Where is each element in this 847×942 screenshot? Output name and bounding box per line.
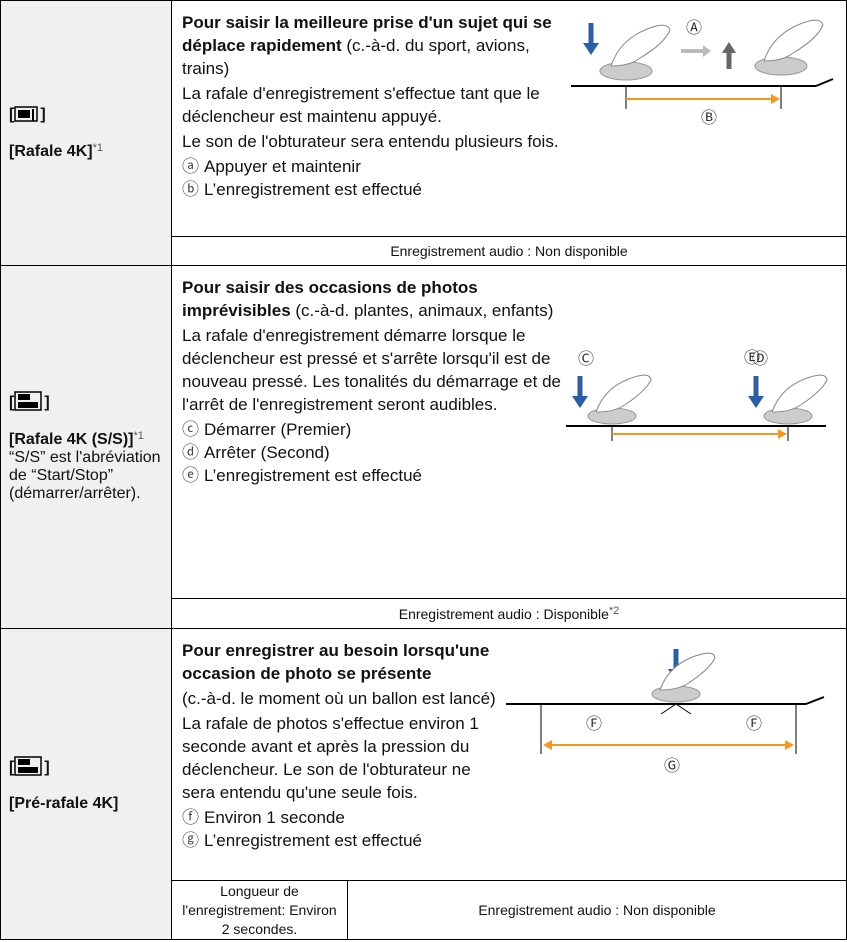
paragraph: (c.-à-d. le moment où un ballon est lanc…	[182, 689, 496, 708]
diagram-label: Ⓕ	[586, 714, 602, 733]
legend-text: L’enregistrement est effectué	[204, 831, 422, 850]
mode-name: [Pré-rafale 4K]	[9, 794, 119, 812]
icon	[14, 391, 43, 411]
diagram-label: Ⓐ	[686, 18, 702, 37]
legend-mark: ⓔ	[182, 466, 199, 485]
bracket: ]	[44, 758, 50, 776]
diagram-label: Ⓕ	[746, 714, 762, 733]
note: *1	[92, 142, 103, 154]
legend-text: Démarrer (Premier)	[204, 420, 352, 439]
legend-text: L’enregistrement est effectué	[204, 466, 422, 485]
note: *2	[608, 605, 620, 617]
mode-note: “S/S” est l'abréviation de “Start/Stop” …	[9, 449, 161, 502]
legend-text: L’enregistrement est effectué	[204, 180, 422, 199]
footer-text: Longueur de l'enregistrement: Environ 2 …	[172, 881, 348, 939]
mode-label: [] [Rafale 4K (S/S)]*1 “S/S” est l'abrév…	[0, 265, 172, 629]
paragraph: La rafale d'enregistrement s'effectue ta…	[182, 84, 540, 126]
legend-text: Environ 1 seconde	[204, 808, 345, 827]
footer: Longueur de l'enregistrement: Environ 2 …	[171, 880, 847, 940]
diagram-label: Ⓑ	[701, 108, 717, 127]
diagram: Ⓐ Ⓑ	[571, 18, 834, 127]
diagram-label: Ⓓ	[752, 349, 768, 368]
footer: Enregistrement audio : Non disponible	[171, 236, 847, 266]
title-rest: (c.-à-d. du sport, avions, trains)	[182, 36, 530, 78]
mode-name: [Rafale 4K]	[9, 143, 93, 160]
mode-name: [Rafale 4K (S/S)]	[9, 431, 134, 448]
bracket: ]	[40, 106, 46, 123]
title-rest: (c.-à-d. plantes, animaux, enfants)	[290, 301, 554, 320]
title: Pour saisir la meilleure prise d'un suje…	[182, 13, 552, 55]
footer-text: Enregistrement audio : Non disponible	[390, 243, 628, 259]
legend-mark: ⓒ	[182, 420, 199, 439]
bracket: [	[9, 758, 15, 776]
diagram: Ⓒ Ⓓ	[566, 349, 828, 441]
legend-mark: ⓓ	[182, 443, 199, 462]
note: *1	[133, 430, 144, 442]
bracket: ]	[44, 394, 50, 411]
paragraph: La rafale d'enregistrement démarre lorsq…	[182, 326, 561, 414]
legend-text: Arrêter (Second)	[204, 443, 330, 462]
description: Ⓐ Ⓑ Pour saisir la meilleure prise d'un …	[171, 0, 847, 237]
icon	[14, 755, 43, 776]
description: Ⓒ Ⓓ Pour saisir des occasions de photos …	[171, 265, 847, 599]
diagram: Ⓕ Ⓕ Ⓖ	[506, 649, 825, 775]
legend-mark: ⓑ	[182, 180, 199, 199]
footer: Enregistrement audio : Disponible*2	[171, 598, 847, 629]
mode-label: [] [Rafale 4K]*1	[0, 0, 172, 266]
description: Ⓕ Ⓕ Ⓖ Pour enregistrer au besoin lorsqu'…	[171, 628, 847, 881]
bracket: [	[9, 106, 15, 123]
diagram-label: Ⓒ	[578, 349, 594, 368]
diagram-label: Ⓖ	[664, 756, 680, 775]
icon	[14, 106, 39, 122]
legend-mark: ⓕ	[182, 808, 199, 827]
legend-mark: ⓖ	[182, 831, 199, 850]
legend-mark: ⓐ	[182, 157, 199, 176]
paragraph: Le son de l'obturateur sera entendu plus…	[182, 132, 559, 151]
mode-label: [] [Pré-rafale 4K]	[0, 628, 172, 940]
footer-split: Longueur de l'enregistrement: Environ 2 …	[172, 881, 846, 939]
bracket: [	[9, 394, 15, 411]
footer-text: Enregistrement audio : Non disponible	[478, 902, 716, 918]
title: Pour enregistrer au besoin lorsqu'une oc…	[182, 641, 490, 683]
diagram-label: Ⓔ	[744, 348, 760, 367]
diagram-label-box: Ⓔ	[744, 348, 760, 367]
paragraph: La rafale de photos s'effectue environ 1…	[182, 714, 479, 802]
title: Pour saisir des occasions de photos impr…	[182, 278, 478, 320]
footer-text: Enregistrement audio : Disponible	[398, 606, 609, 622]
legend-text: Appuyer et maintenir	[204, 157, 361, 176]
